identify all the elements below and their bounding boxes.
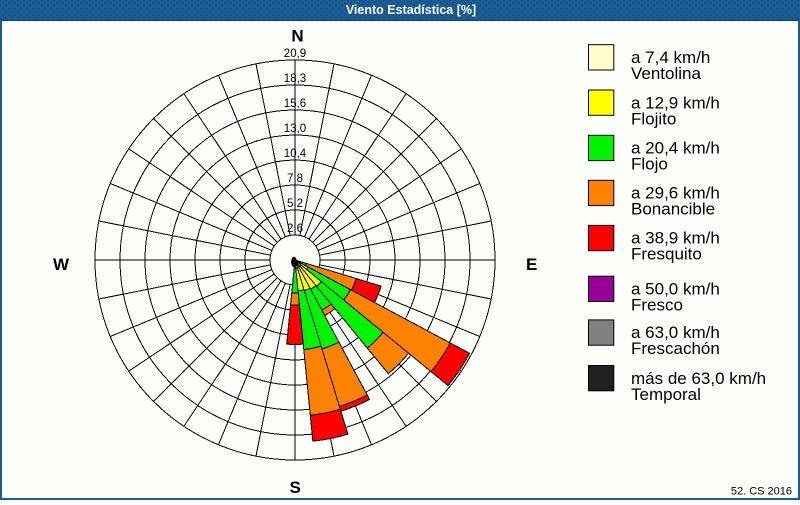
svg-text:20,9: 20,9 (284, 48, 306, 60)
svg-text:a 63,0 km/h: a 63,0 km/h (631, 323, 720, 342)
svg-text:52. CS 2016: 52. CS 2016 (731, 486, 792, 498)
svg-text:13,0: 13,0 (284, 123, 306, 135)
svg-text:Flojito: Flojito (631, 109, 676, 128)
svg-text:a 12,9 km/h: a 12,9 km/h (631, 93, 720, 112)
svg-text:a 7,4 km/h: a 7,4 km/h (631, 48, 710, 67)
svg-text:Temporal: Temporal (631, 385, 701, 404)
svg-text:W: W (53, 255, 70, 274)
svg-text:N: N (291, 27, 303, 46)
svg-text:10,4: 10,4 (284, 148, 307, 160)
svg-text:a 50,0 km/h: a 50,0 km/h (631, 280, 720, 299)
svg-text:Ventolina: Ventolina (631, 64, 701, 83)
svg-text:Flojo: Flojo (631, 155, 668, 174)
svg-text:5,2: 5,2 (287, 198, 303, 210)
svg-text:a 29,6 km/h: a 29,6 km/h (631, 184, 720, 203)
svg-text:S: S (290, 478, 301, 497)
svg-text:2,6: 2,6 (287, 223, 303, 235)
svg-text:18,3: 18,3 (284, 73, 306, 85)
svg-text:E: E (526, 255, 537, 274)
svg-text:Bonancible: Bonancible (631, 200, 715, 219)
svg-text:a 20,4 km/h: a 20,4 km/h (631, 139, 720, 158)
svg-text:7,8: 7,8 (287, 173, 303, 185)
svg-text:Fresco: Fresco (631, 296, 683, 315)
svg-text:más de 63,0 km/h: más de 63,0 km/h (631, 369, 766, 388)
svg-text:Fresquito: Fresquito (631, 245, 702, 264)
svg-text:Frescachón: Frescachón (631, 339, 720, 358)
svg-text:15,6: 15,6 (284, 98, 306, 110)
svg-text:a 38,9 km/h: a 38,9 km/h (631, 229, 720, 248)
